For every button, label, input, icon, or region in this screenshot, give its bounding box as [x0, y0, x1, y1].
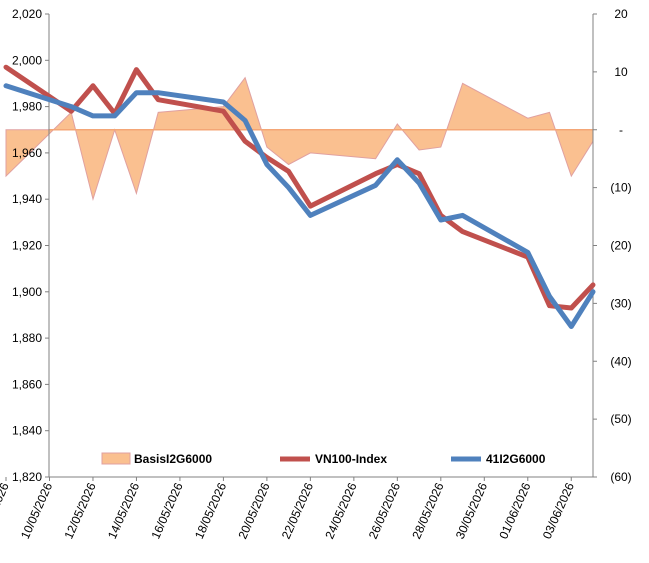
- left-axis-tick-label: 1,820: [12, 470, 42, 484]
- x-axis-tick-label: 18/05/2026: [192, 480, 229, 541]
- x-axis-tick-label: 08/05/2026: [0, 480, 12, 541]
- right-axis-tick-label: (40): [610, 354, 631, 368]
- left-axis-tick-label: 1,960: [12, 146, 42, 160]
- left-axis-tick-label: 1,920: [12, 239, 42, 253]
- legend-swatch: [101, 452, 131, 465]
- right-axis-tick-label: 20: [614, 7, 628, 21]
- x-axis-tick-label: 10/05/2026: [18, 480, 55, 541]
- x-axis-tick-label: 22/05/2026: [279, 480, 316, 541]
- area-series-basis: [5, 76, 594, 202]
- line-series-41i2g6000: [3, 83, 596, 329]
- x-axis-tick-label: 30/05/2026: [453, 480, 490, 541]
- x-axis-tick-label: 24/05/2026: [322, 480, 359, 541]
- line-series-vn100-index: [3, 64, 596, 311]
- legend-label: 41I2G6000: [486, 452, 546, 466]
- legend-item: VN100-Index: [280, 452, 387, 466]
- left-axis-tick-label: 1,840: [12, 424, 42, 438]
- left-axis-tick-label: 2,020: [12, 7, 42, 21]
- right-axis-tick-label: 10: [614, 65, 628, 79]
- right-axis-tick-label: (50): [610, 412, 631, 426]
- left-axis-tick-label: 2,000: [12, 53, 42, 67]
- legend-item: 41I2G6000: [451, 452, 546, 466]
- x-axis-tick-label: 16/05/2026: [148, 480, 185, 541]
- legend: BasisI2G6000 VN100-Index 41I2G6000: [101, 452, 546, 466]
- legend-label: VN100-Index: [315, 452, 387, 466]
- left-axis-tick-label: 1,880: [12, 331, 42, 345]
- right-axis-tick-label: (10): [610, 181, 631, 195]
- x-axis-tick-label: 26/05/2026: [366, 480, 403, 541]
- left-axis-tick-label: 1,860: [12, 377, 42, 391]
- left-axis-tick-label: 1,940: [12, 192, 42, 206]
- left-axis-tick-label: 1,980: [12, 100, 42, 114]
- area-series-layer: [5, 76, 594, 202]
- x-axis-tick-label: 12/05/2026: [61, 480, 98, 541]
- x-axis-tick-label: 14/05/2026: [105, 480, 142, 541]
- line-series-layer: [3, 64, 596, 329]
- right-axis-tick-label: -: [619, 123, 623, 137]
- right-axis-tick-label: (20): [610, 239, 631, 253]
- legend-label: BasisI2G6000: [134, 452, 212, 466]
- left-axis-tick-label: 1,900: [12, 285, 42, 299]
- legend-item: BasisI2G6000: [101, 452, 212, 466]
- right-axis-tick-label: (60): [610, 470, 631, 484]
- right-axis-tick-label: (30): [610, 296, 631, 310]
- x-axis-tick-label: 03/06/2026: [540, 480, 577, 541]
- x-axis-tick-label: 20/05/2026: [235, 480, 272, 541]
- x-axis-tick-label: 28/05/2026: [409, 480, 446, 541]
- x-axis-tick-label: 01/06/2026: [496, 480, 533, 541]
